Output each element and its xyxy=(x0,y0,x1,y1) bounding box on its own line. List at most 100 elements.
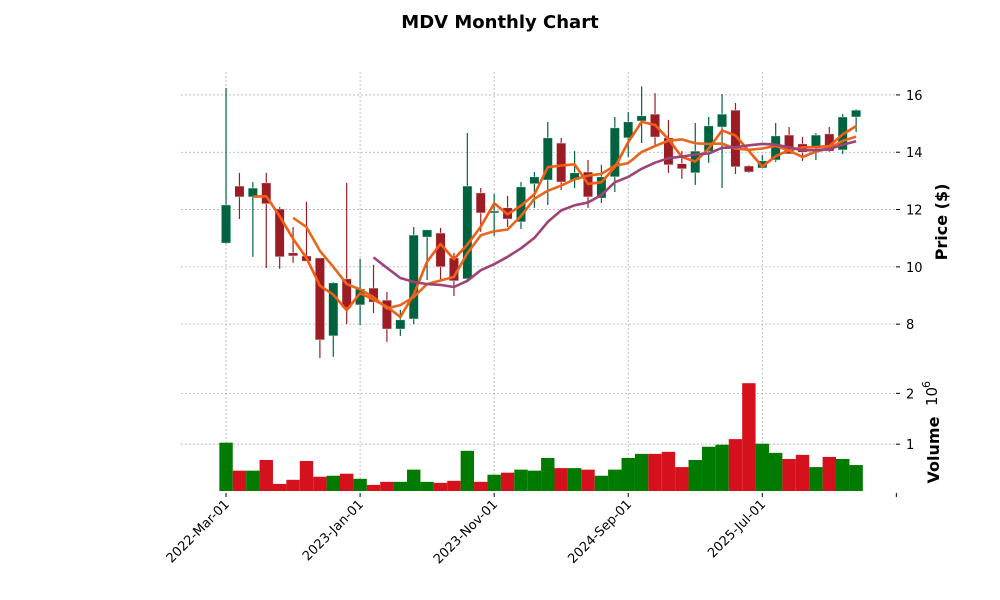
volume-bar xyxy=(608,469,622,491)
volume-bar xyxy=(728,439,743,491)
candlestick xyxy=(623,112,634,157)
x-tick-label: 2023-Nov-01 xyxy=(431,497,501,567)
price-tick-label: 16 xyxy=(906,89,923,104)
volume-bar xyxy=(259,459,273,491)
candlestick xyxy=(261,172,272,268)
candle-body xyxy=(314,257,325,341)
volume-exponent: 10 6 xyxy=(920,381,941,406)
volume-bar xyxy=(500,472,515,491)
candlestick xyxy=(556,137,567,191)
candlestick xyxy=(234,172,245,219)
candlestick xyxy=(609,116,620,193)
moving-average-lines xyxy=(252,120,857,319)
candle-body xyxy=(609,127,620,178)
x-tick-label: 2022-Mar-01 xyxy=(164,497,233,566)
volume-bar xyxy=(836,458,850,491)
volume-bar xyxy=(460,450,475,491)
candle-body xyxy=(395,319,406,330)
candlestick xyxy=(663,119,674,173)
volume-bar xyxy=(433,482,448,491)
volume-bar xyxy=(339,473,354,491)
volume-bar xyxy=(474,481,488,491)
moving-average-3-line xyxy=(252,120,857,319)
candle-body xyxy=(341,278,352,309)
candle-body xyxy=(381,299,392,330)
candlestick xyxy=(381,292,392,342)
candle-body xyxy=(475,192,486,214)
candle-body xyxy=(784,134,795,155)
volume-bar xyxy=(407,469,421,491)
candle-body xyxy=(556,142,567,183)
volume-bar xyxy=(648,453,662,491)
volume-bar xyxy=(541,457,555,491)
x-tick-label: 2025-Jul-01 xyxy=(705,497,769,561)
candle-body xyxy=(542,137,553,181)
volume-bar xyxy=(621,457,635,491)
x-tick-label: 2024-Sep-01 xyxy=(565,497,635,567)
volume-bar xyxy=(594,475,609,491)
volume-axis-label: Volume xyxy=(924,416,943,483)
price-tick-label: 10 xyxy=(906,261,923,276)
candle-body xyxy=(529,176,540,185)
price-tick-label: 12 xyxy=(906,204,923,219)
volume-bar xyxy=(809,467,823,491)
candle-body xyxy=(462,185,473,280)
volume-bar xyxy=(514,469,528,491)
candle-body xyxy=(703,125,714,152)
volume-bar xyxy=(447,480,461,491)
volume-bar xyxy=(393,481,408,491)
candle-body xyxy=(717,113,728,128)
volume-bar xyxy=(527,470,542,491)
candle-body xyxy=(247,187,258,198)
candle-body xyxy=(743,165,754,173)
candle-body xyxy=(851,109,862,118)
volume-bar xyxy=(286,479,300,491)
candle-body xyxy=(408,234,419,320)
candlestick xyxy=(221,88,231,244)
volume-bar xyxy=(232,470,247,491)
volume-bar xyxy=(313,476,327,491)
volume-exponent-base: 10 xyxy=(923,387,941,406)
volume-bar xyxy=(634,453,649,491)
candle-body xyxy=(422,229,433,238)
candle-body xyxy=(234,185,245,198)
volume-bar xyxy=(742,383,756,491)
volume-bar xyxy=(326,475,340,491)
candlestick xyxy=(368,264,379,313)
volume-bar xyxy=(715,444,729,491)
volume-bar xyxy=(581,469,595,491)
volume-tick-label: 2 xyxy=(906,387,914,402)
volume-tick-label: 1 xyxy=(906,438,914,453)
candlestick xyxy=(247,182,258,257)
x-tick-label: 2023-Jan-01 xyxy=(300,497,367,564)
volume-bar xyxy=(782,458,796,491)
volume-bar xyxy=(246,470,260,491)
volume-bar xyxy=(768,452,783,491)
candlestick xyxy=(650,93,660,146)
candlestick xyxy=(314,257,325,358)
candlestick xyxy=(703,116,714,163)
candlestick xyxy=(851,109,862,132)
candlestick xyxy=(717,94,728,189)
volume-bar xyxy=(366,484,381,491)
candlestick xyxy=(529,172,540,208)
chart-title: MDV Monthly Chart xyxy=(401,12,599,33)
volume-bar xyxy=(661,451,676,491)
candlestick xyxy=(395,309,406,336)
volume-bar xyxy=(675,467,689,491)
candle-body xyxy=(596,176,607,199)
candlesticks xyxy=(221,86,862,358)
volume-bar xyxy=(353,478,367,491)
candlestick xyxy=(408,227,419,325)
candle-body xyxy=(328,282,339,337)
candlestick xyxy=(288,227,299,263)
candlestick xyxy=(422,229,433,281)
price-tick-label: 14 xyxy=(906,146,923,161)
volume-bar xyxy=(688,459,702,491)
volume-bar xyxy=(219,442,233,491)
volume-bar xyxy=(795,454,810,491)
volume-bar xyxy=(822,456,837,491)
volume-bar xyxy=(380,481,394,491)
candle-body xyxy=(221,204,231,244)
